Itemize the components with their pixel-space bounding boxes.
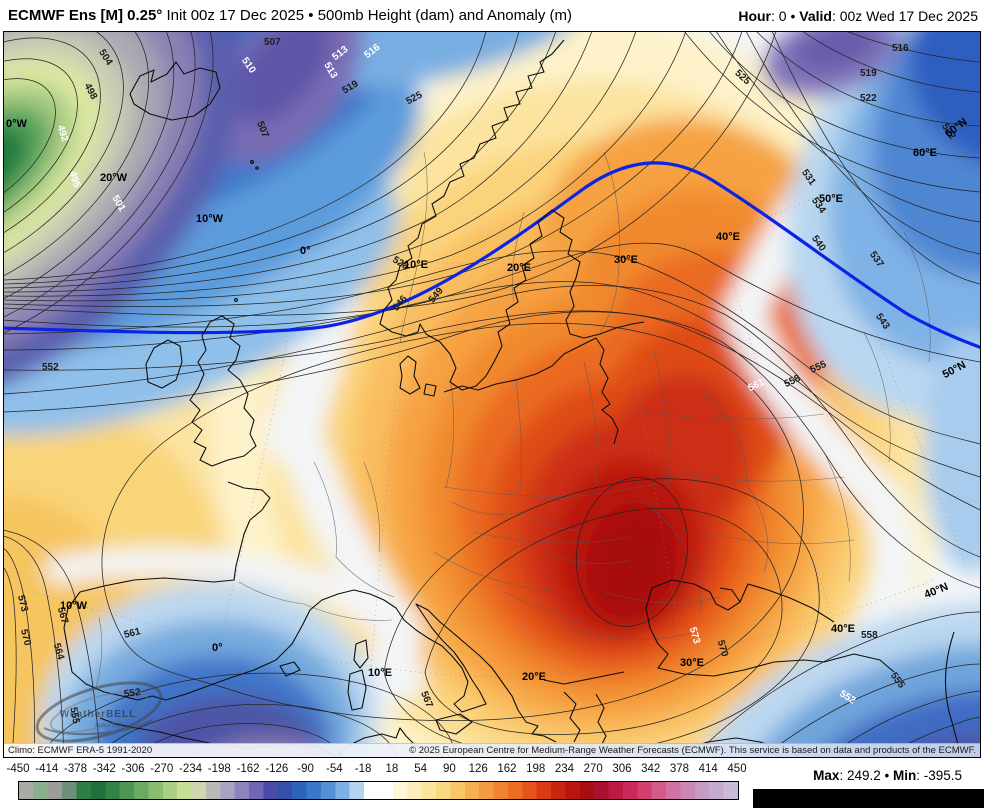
colorbar-tick: 414 [698,763,718,775]
colorbar-tick: -450 [6,763,30,775]
colorbar-tick: -414 [35,763,59,775]
colorbar [18,781,739,800]
jet-540-contour [4,161,980,349]
colorbar-tick: -162 [236,763,260,775]
colorbar-tick: -18 [354,763,372,775]
colorbar-tick: 234 [554,763,575,775]
colorbar-tick: 18 [385,763,399,775]
height-contours [4,32,980,757]
valid-time: Hour: 0 • Valid: 00z Wed 17 Dec 2025 [738,8,978,24]
colorbar-tick: -198 [207,763,231,775]
map-canvas: WeatherBELL ANALYTICS LLC [4,32,980,757]
colorbar-tick: -378 [64,763,88,775]
logo-subtext: ANALYTICS LLC [95,723,133,729]
graticule [33,150,967,678]
colorbar-tick: 342 [641,763,661,775]
bottom-right-bar [753,789,984,808]
colorbar-tick: -270 [150,763,174,775]
colorbar-tick: -126 [265,763,289,775]
colorbar-tick: 378 [669,763,690,775]
climo-note: Climo: ECMWF ERA-5 1991-2020 [8,745,153,756]
colorbar-tick: -306 [121,763,145,775]
colorbar-tick: -54 [326,763,343,775]
colorbar-tick: 126 [468,763,488,775]
colorbar-tick: -342 [92,763,116,775]
colorbar-tick: 198 [526,763,546,775]
colorbar-tick: 306 [612,763,632,775]
colorbar-tick: -90 [297,763,314,775]
logo-text: WeatherBELL [60,709,136,720]
colorbar-tick: 162 [497,763,517,775]
colorbar-tick: 450 [727,763,747,775]
map-footer-strip: Climo: ECMWF ERA-5 1991-2020 © 2025 Euro… [4,743,980,757]
colorbar-tick: 90 [442,763,456,775]
colorbar-tick: 270 [583,763,603,775]
copyright-note: © 2025 European Centre for Medium-Range … [409,745,976,756]
map-frame: WeatherBELL ANALYTICS LLC 504 498 492 495 50… [3,31,981,758]
colorbar-tick: -234 [179,763,203,775]
anomaly-shading [4,32,980,757]
max-min-stats: Max: 249.2 • Min: -395.5 [813,768,962,783]
weatherbell-logo: WeatherBELL ANALYTICS LLC [35,681,163,743]
colorbar-tick: 54 [414,763,428,775]
colorbar-ticks: -450 -414 -378 -342 -306 -270 -234 -198 -162 -126… [6,763,746,777]
header: ECMWF Ens [M] 0.25° Init 00z 17 Dec 2025… [0,0,984,31]
chart-title: ECMWF Ens [M] 0.25° Init 00z 17 Dec 2025… [8,7,572,24]
